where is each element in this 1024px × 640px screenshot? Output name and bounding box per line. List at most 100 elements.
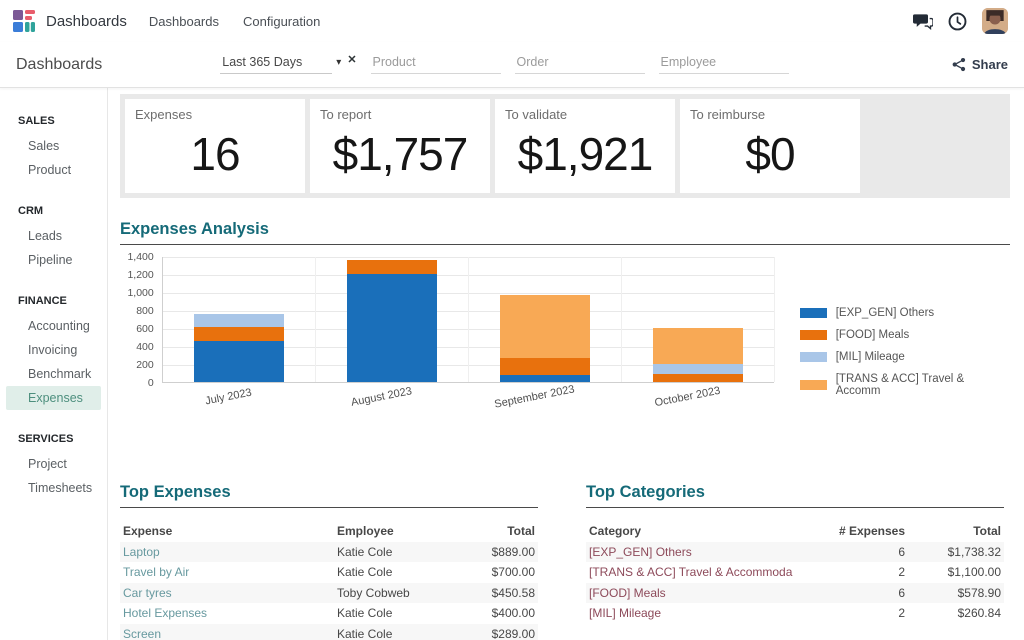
record-link[interactable]: [FOOD] Meals bbox=[589, 585, 666, 600]
record-link[interactable]: Laptop bbox=[123, 544, 160, 559]
record-link[interactable]: [EXP_GEN] Others bbox=[589, 544, 692, 559]
stacked-bar bbox=[346, 257, 437, 382]
sidebar-item-invoicing[interactable]: Invoicing bbox=[28, 343, 78, 357]
y-tick-label: 1,200 bbox=[127, 269, 154, 281]
y-tick-label: 600 bbox=[136, 323, 154, 335]
section-divider bbox=[120, 507, 538, 508]
y-tick-label: 1,000 bbox=[127, 287, 154, 299]
bar-segment[interactable] bbox=[193, 327, 284, 342]
bar-segment[interactable] bbox=[499, 374, 590, 382]
order-filter-input[interactable] bbox=[514, 55, 645, 74]
table-cell: 2 bbox=[898, 606, 905, 621]
bar-segment[interactable] bbox=[193, 313, 284, 328]
record-link[interactable]: Hotel Expenses bbox=[123, 606, 208, 621]
kpi-card[interactable]: To report $1,757 bbox=[310, 99, 490, 193]
bar-segment[interactable] bbox=[499, 294, 590, 358]
sidebar-section-header: CRM bbox=[18, 205, 44, 217]
bar-segment[interactable] bbox=[193, 341, 284, 382]
date-range-value[interactable]: Last 365 Days bbox=[220, 55, 333, 74]
legend-label: [MIL] Mileage bbox=[835, 351, 905, 363]
x-tick-label: October 2023 bbox=[653, 384, 722, 410]
chart-section: Expenses Analysis 0 200 400 600 800 1,000 1,20… bbox=[120, 220, 1010, 419]
date-range-filter[interactable]: Last 365 Days ▾ ✕ bbox=[220, 53, 357, 76]
sidebar-section-header: FINANCE bbox=[18, 295, 67, 307]
messages-icon[interactable] bbox=[913, 13, 933, 30]
top-navbar: Dashboards Dashboards Configuration bbox=[0, 0, 1024, 42]
sidebar-item-leads[interactable]: Leads bbox=[28, 229, 63, 243]
table-row: Car tyres Toby Cobweb $450.58 bbox=[120, 582, 538, 603]
tables-row: Top Expenses Expense Employee Total Laptop K… bbox=[120, 483, 1010, 640]
user-avatar[interactable] bbox=[982, 8, 1008, 34]
dashboards-app-icon[interactable] bbox=[12, 9, 36, 33]
kpi-card[interactable]: To validate $1,921 bbox=[495, 99, 675, 193]
topbar-right bbox=[913, 8, 1008, 34]
legend-item[interactable]: [EXP_GEN] Others bbox=[799, 307, 1010, 319]
legend-item[interactable]: [FOOD] Meals bbox=[799, 329, 1010, 341]
sidebar-nav: SALES Sales Product CRM Leads Pipeline FINANCE… bbox=[0, 88, 108, 640]
kpi-value: $0 bbox=[745, 128, 795, 180]
sidebar-item-sales[interactable]: Sales bbox=[28, 139, 60, 153]
chart-legend: [EXP_GEN] Others [FOOD] Meals [MIL] Mileag… bbox=[799, 307, 1010, 397]
top-expenses-title: Top Expenses bbox=[120, 483, 231, 501]
y-tick-label: 200 bbox=[136, 359, 154, 371]
activities-clock-icon[interactable] bbox=[948, 12, 967, 31]
bar-segment[interactable] bbox=[652, 374, 743, 382]
column-header: Total bbox=[507, 524, 535, 539]
y-tick-label: 1,400 bbox=[127, 251, 154, 263]
record-link[interactable]: Travel by Air bbox=[123, 565, 190, 580]
record-link[interactable]: [MIL] Mileage bbox=[589, 606, 662, 621]
share-button[interactable]: Share bbox=[952, 57, 1008, 72]
top-categories-title: Top Categories bbox=[586, 483, 705, 501]
bar-segment[interactable] bbox=[652, 328, 743, 365]
employee-filter-input[interactable] bbox=[658, 55, 789, 74]
menu-configuration[interactable]: Configuration bbox=[243, 13, 321, 29]
table-cell: Katie Cole bbox=[337, 626, 393, 640]
record-link[interactable]: [TRANS & ACC] Travel & Accommoda bbox=[589, 565, 793, 580]
bar-segment[interactable] bbox=[499, 357, 590, 375]
legend-item[interactable]: [TRANS & ACC] Travel & Accomm bbox=[799, 373, 1010, 397]
kpi-card[interactable]: Expenses 16 bbox=[125, 99, 305, 193]
bar-segment[interactable] bbox=[652, 364, 743, 375]
sidebar-item-pipeline[interactable]: Pipeline bbox=[28, 253, 73, 267]
table-cell: $700.00 bbox=[491, 565, 535, 580]
record-link[interactable]: Car tyres bbox=[123, 585, 172, 600]
table-cell: $889.00 bbox=[491, 544, 535, 559]
sidebar-section: FINANCE Accounting Invoicing Benchmark Expen… bbox=[0, 292, 107, 410]
menu-dashboards[interactable]: Dashboards bbox=[148, 13, 219, 29]
clear-filter-icon[interactable]: ✕ bbox=[347, 54, 357, 66]
legend-swatch bbox=[799, 352, 827, 362]
sidebar-item-benchmark[interactable]: Benchmark bbox=[28, 367, 92, 381]
table-row: [FOOD] Meals 6 $578.90 bbox=[586, 582, 1004, 603]
top-expenses-table: Expense Employee Total Laptop Katie Cole $889… bbox=[120, 521, 538, 640]
filters-bar: Last 365 Days ▾ ✕ bbox=[220, 53, 789, 76]
column-header: # Expenses bbox=[838, 524, 905, 539]
table-cell: $1,100.00 bbox=[947, 565, 1001, 580]
kpi-label: To reimburse bbox=[690, 107, 766, 122]
sidebar-item-product[interactable]: Product bbox=[28, 163, 72, 177]
legend-item[interactable]: [MIL] Mileage bbox=[799, 351, 1010, 363]
stacked-bar bbox=[652, 257, 743, 382]
table-row: Hotel Expenses Katie Cole $400.00 bbox=[120, 603, 538, 624]
chevron-down-icon[interactable]: ▾ bbox=[336, 57, 342, 68]
product-filter-input[interactable] bbox=[370, 55, 501, 74]
sidebar-item-project[interactable]: Project bbox=[28, 457, 67, 471]
sidebar-item-accounting[interactable]: Accounting bbox=[28, 319, 90, 333]
kpi-value: 16 bbox=[190, 128, 240, 180]
kpi-value: $1,757 bbox=[332, 128, 469, 180]
section-divider bbox=[120, 244, 1010, 245]
table-row: [TRANS & ACC] Travel & Accommoda 2 $1,100.… bbox=[586, 562, 1004, 583]
table-row: Screen Katie Cole $289.00 bbox=[120, 623, 538, 640]
kpi-card[interactable]: To reimburse $0 bbox=[680, 99, 860, 193]
sidebar-item-expenses[interactable]: Expenses bbox=[6, 386, 101, 410]
bar-segment[interactable] bbox=[346, 273, 437, 382]
table-row: [EXP_GEN] Others 6 $1,738.32 bbox=[586, 541, 1004, 562]
legend-label: [EXP_GEN] Others bbox=[835, 307, 935, 319]
bar-segment[interactable] bbox=[346, 260, 437, 274]
chart-title: Expenses Analysis bbox=[120, 220, 269, 238]
app-name[interactable]: Dashboards bbox=[46, 12, 127, 30]
record-link[interactable]: Screen bbox=[123, 626, 162, 640]
legend-swatch bbox=[799, 330, 827, 340]
category-slot bbox=[316, 257, 469, 382]
sidebar-section-header: SERVICES bbox=[18, 433, 74, 445]
sidebar-item-timesheets[interactable]: Timesheets bbox=[28, 481, 93, 495]
